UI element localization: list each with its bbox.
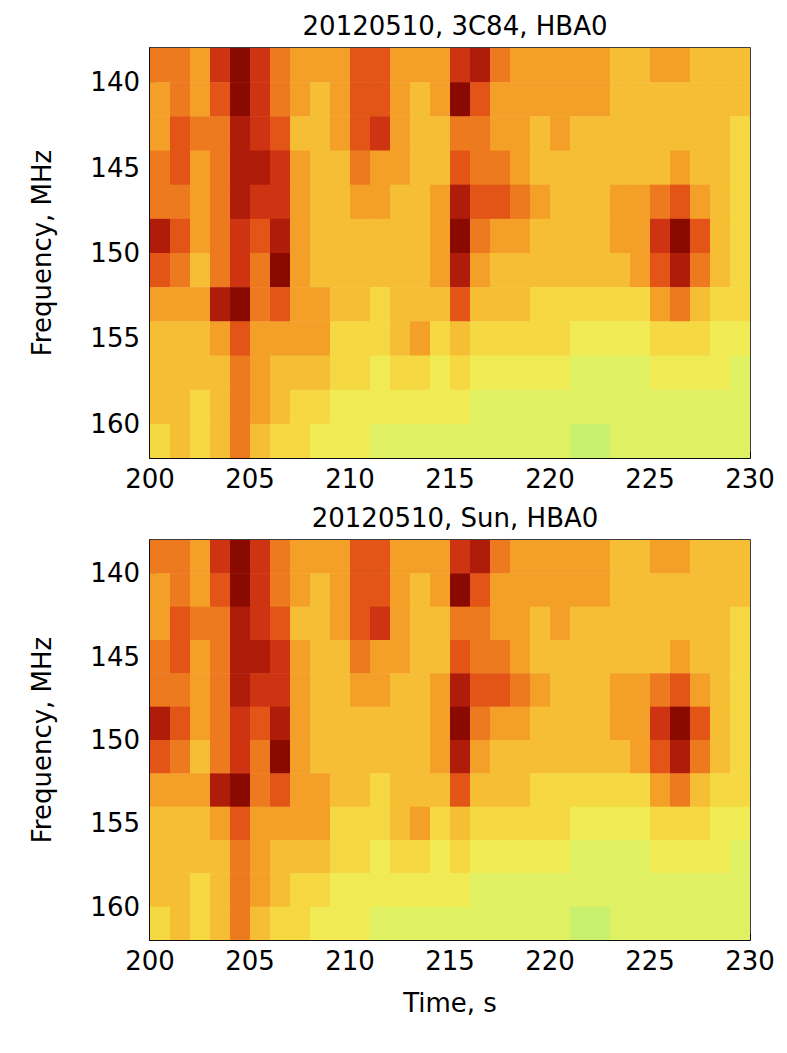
svg-text:160: 160 (90, 409, 140, 439)
svg-text:20120510, 3C84, HBA0: 20120510, 3C84, HBA0 (303, 11, 608, 41)
svg-text:205: 205 (225, 946, 275, 976)
svg-text:155: 155 (90, 323, 140, 353)
svg-text:Time, s: Time, s (402, 988, 497, 1018)
svg-text:200: 200 (125, 946, 175, 976)
svg-text:200: 200 (125, 464, 175, 494)
svg-text:215: 215 (425, 464, 475, 494)
svg-text:215: 215 (425, 946, 475, 976)
svg-text:Frequency, MHz: Frequency, MHz (27, 150, 57, 356)
svg-text:Frequency, MHz: Frequency, MHz (27, 637, 57, 843)
svg-text:230: 230 (725, 464, 775, 494)
svg-text:225: 225 (625, 464, 675, 494)
svg-text:145: 145 (90, 642, 140, 672)
svg-text:210: 210 (325, 946, 375, 976)
svg-text:140: 140 (90, 67, 140, 97)
svg-text:150: 150 (90, 238, 140, 268)
svg-text:145: 145 (90, 153, 140, 183)
svg-text:220: 220 (525, 946, 575, 976)
svg-text:230: 230 (725, 946, 775, 976)
svg-text:225: 225 (625, 946, 675, 976)
svg-text:140: 140 (90, 558, 140, 588)
svg-text:155: 155 (90, 808, 140, 838)
svg-text:150: 150 (90, 725, 140, 755)
svg-text:160: 160 (90, 892, 140, 922)
svg-text:220: 220 (525, 464, 575, 494)
svg-text:20120510, Sun, HBA0: 20120510, Sun, HBA0 (312, 503, 599, 533)
svg-text:205: 205 (225, 464, 275, 494)
svg-text:210: 210 (325, 464, 375, 494)
